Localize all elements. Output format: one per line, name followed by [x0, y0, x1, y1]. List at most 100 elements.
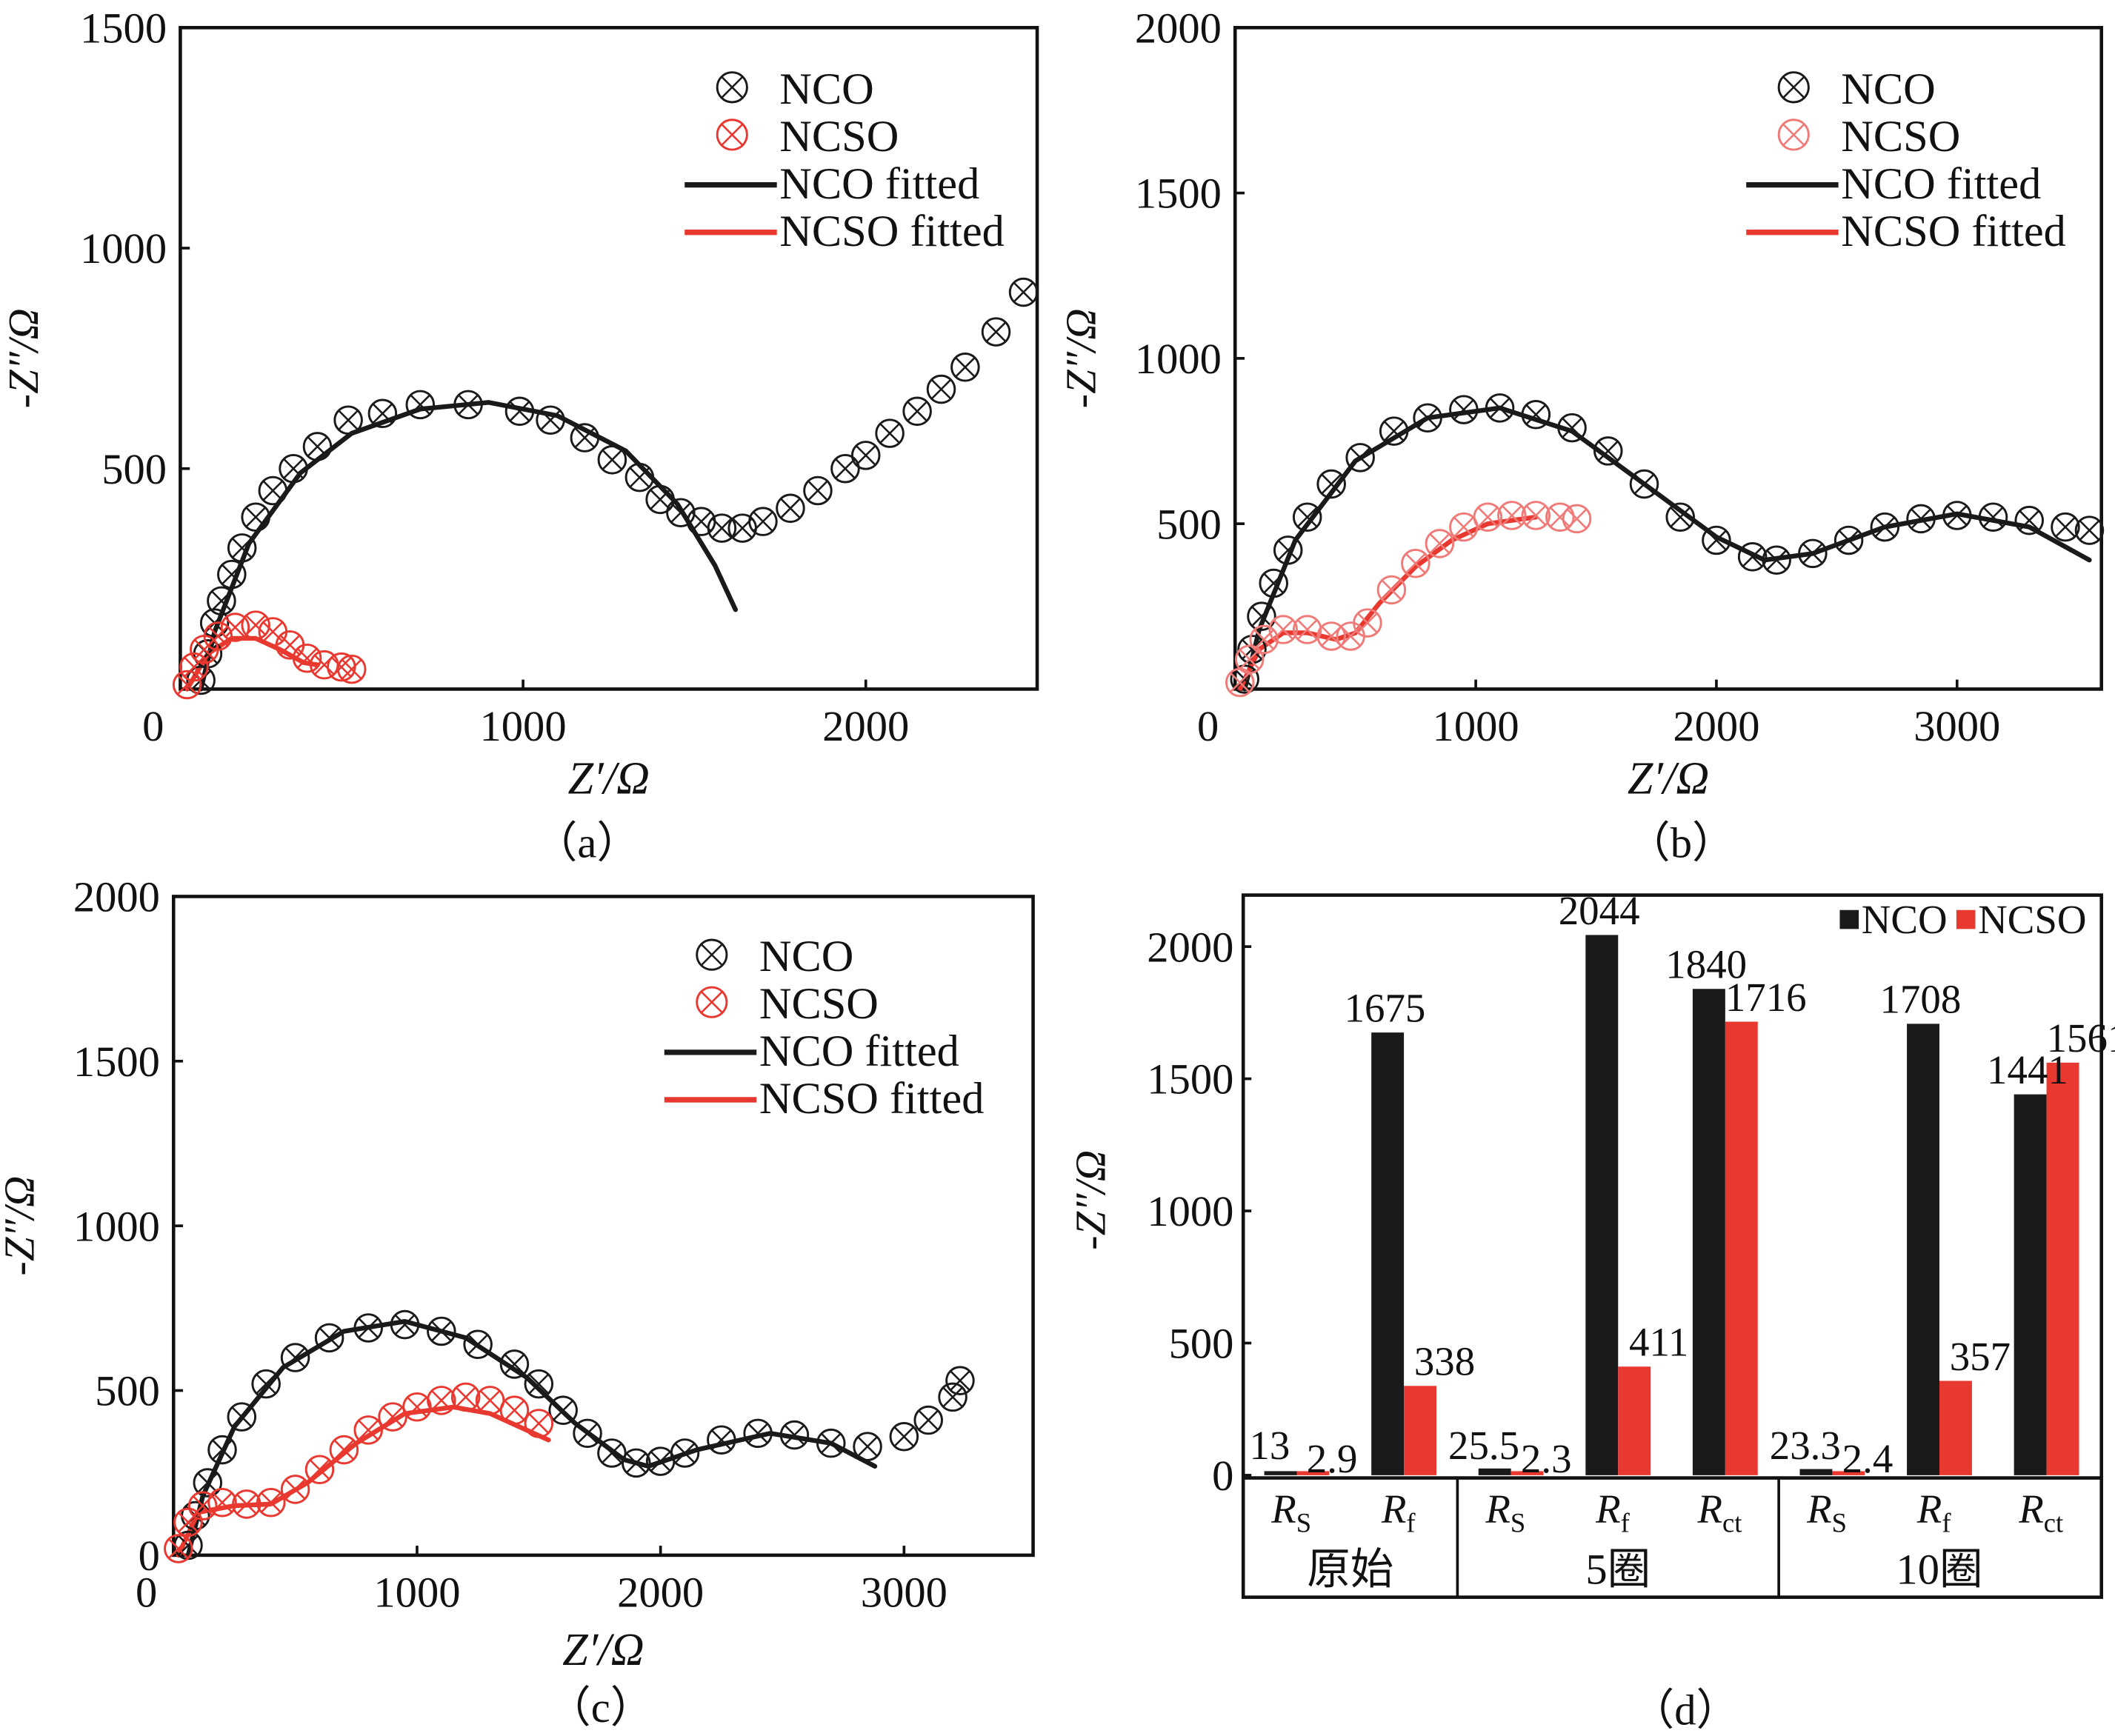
marker-circle — [203, 621, 233, 651]
marker-cross — [207, 625, 229, 647]
marker-cross — [196, 1472, 219, 1494]
marker-cross — [1561, 417, 1583, 439]
marker-circle — [945, 1366, 975, 1395]
bar-ncso — [1511, 1471, 1544, 1475]
category-main: R — [1806, 1486, 1832, 1532]
marker-circle — [696, 938, 728, 971]
bar-ncso — [1618, 1366, 1651, 1475]
marker-circle — [716, 118, 748, 151]
data-marker — [251, 1369, 281, 1399]
marker-circle — [1379, 416, 1409, 446]
marker-circle — [1473, 502, 1503, 532]
data-marker — [193, 1468, 223, 1498]
data-marker — [902, 396, 932, 427]
marker-cross — [1910, 507, 1932, 530]
y-axis-label: -Z″/Ω — [0, 308, 47, 408]
marker-circle — [1777, 118, 1810, 151]
marker-cross — [296, 647, 319, 670]
marker-cross — [1565, 507, 1588, 530]
marker-cross — [820, 1432, 842, 1455]
marker-circle — [950, 353, 980, 382]
data-marker — [304, 1455, 335, 1485]
data-marker — [1593, 436, 1623, 466]
marker-circle — [1292, 615, 1322, 644]
marker-cross — [371, 402, 394, 424]
marker-cross — [231, 537, 253, 559]
marker-circle — [499, 1395, 530, 1425]
marker-circle — [1521, 400, 1551, 430]
marker-circle — [304, 1455, 335, 1485]
marker-circle — [666, 498, 696, 528]
marker-cross — [954, 356, 976, 378]
y-axis-label: -Z″/Ω — [1057, 308, 1105, 408]
category-label: RS — [1485, 1486, 1525, 1538]
data-marker — [2051, 512, 2080, 542]
marker-cross — [1765, 549, 1788, 571]
marker-cross — [752, 510, 774, 533]
marker-circle — [463, 1329, 493, 1360]
data-marker — [950, 353, 980, 382]
data-label-nco: 2044 — [1559, 888, 1640, 933]
legend-label: NCO fitted — [759, 1026, 959, 1076]
data-marker — [173, 1507, 203, 1538]
marker-circle — [314, 1323, 344, 1353]
marker-circle — [850, 441, 881, 470]
marker-circle — [622, 1448, 651, 1478]
x-tick-label: 2000 — [822, 702, 909, 750]
marker-cross — [1277, 539, 1299, 561]
marker-cross — [262, 479, 284, 502]
marker-circle — [981, 317, 1011, 347]
marker-cross — [601, 1442, 623, 1464]
series-markers-ncso — [1225, 501, 1592, 698]
marker-cross — [455, 1386, 477, 1409]
marker-circle — [1906, 504, 1936, 534]
plot-frame — [1233, 26, 2103, 691]
data-marker — [1376, 575, 1407, 605]
marker-cross — [985, 321, 1007, 343]
marker-cross — [527, 1412, 550, 1435]
marker-cross — [260, 1492, 282, 1514]
marker-cross — [807, 479, 829, 502]
data-marker — [475, 1386, 505, 1415]
category-label: RS — [1806, 1486, 1847, 1538]
data-marker — [1665, 502, 1695, 532]
marker-circle — [779, 1420, 810, 1450]
marker-circle — [504, 396, 535, 427]
marker-cross — [552, 1399, 574, 1421]
marker-circle — [390, 1309, 420, 1340]
data-label-ncso: 2.3 — [1521, 1436, 1572, 1481]
marker-circle — [1273, 535, 1303, 565]
data-marker — [1521, 400, 1551, 430]
marker-circle — [336, 654, 367, 684]
marker-cross — [879, 422, 901, 444]
legend-label: NCSO fitted — [779, 207, 1005, 256]
data-marker — [241, 502, 270, 532]
marker-circle — [279, 453, 308, 484]
marker-circle — [776, 493, 805, 524]
y-tick-label: 1000 — [80, 224, 167, 273]
marker-cross — [1501, 504, 1523, 527]
x-axis-label: Z′/Ω — [562, 1625, 645, 1675]
data-marker — [670, 1438, 700, 1468]
marker-cross — [949, 1369, 971, 1392]
marker-cross — [176, 673, 199, 696]
data-label-ncso: 1716 — [1725, 975, 1807, 1020]
marker-cross — [720, 122, 745, 147]
data-marker — [499, 1349, 530, 1379]
marker-circle — [1353, 608, 1382, 638]
marker-cross — [262, 621, 284, 643]
data-marker — [504, 396, 535, 427]
data-marker — [816, 1428, 846, 1458]
y-tick-label: 500 — [1156, 500, 1222, 548]
marker-circle — [1762, 545, 1791, 575]
marker-circle — [1413, 403, 1442, 433]
marker-cross — [479, 1389, 502, 1412]
marker-cross — [382, 1406, 404, 1428]
marker-circle — [427, 1386, 456, 1415]
marker-circle — [499, 1349, 530, 1379]
plot-area — [1225, 393, 2105, 698]
marker-circle — [1978, 502, 2008, 532]
